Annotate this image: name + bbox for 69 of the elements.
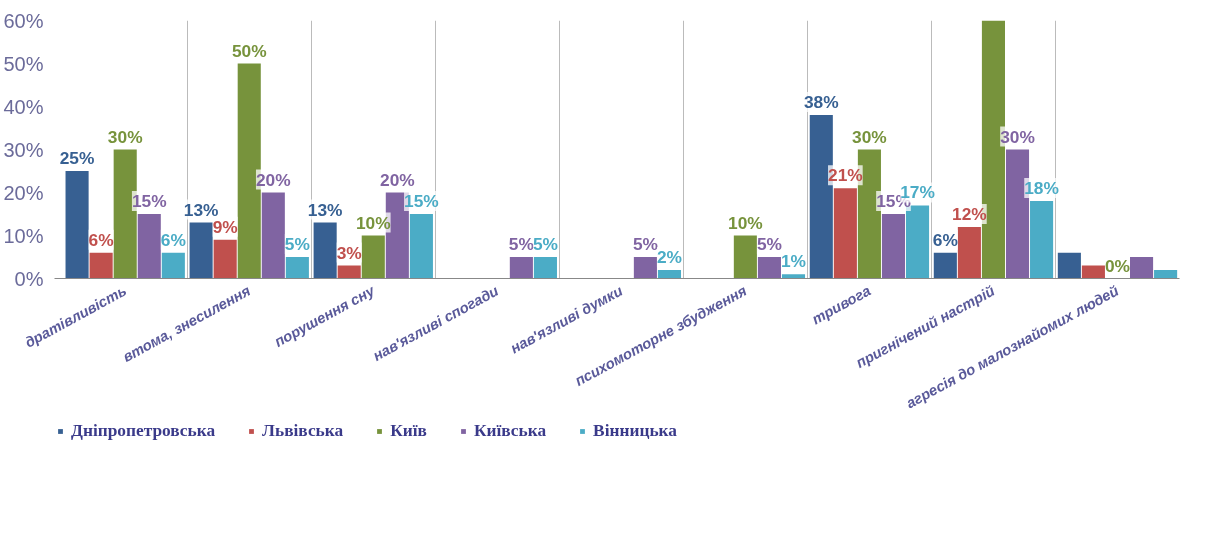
y-tick-label: 40% [3,95,44,118]
data-label: 13% [183,199,219,220]
bar [285,257,309,279]
data-label: 30% [852,126,887,147]
bar [733,235,757,279]
data-label: 1% [780,251,807,272]
bar [1030,201,1054,279]
data-label: 50% [231,40,267,61]
data-label: 3% [336,242,362,263]
data-label: 5% [756,234,782,254]
bar [1081,265,1105,279]
data-label: 20% [379,169,415,190]
bar [757,257,781,279]
bar [189,222,213,279]
data-label: 6% [932,229,958,250]
bar [509,257,533,279]
bar [361,235,385,279]
y-tick-label: 60% [3,9,44,32]
bar [89,252,113,279]
bar [261,192,285,279]
bar [881,214,906,279]
bar [957,226,981,279]
bar [1057,252,1081,279]
bar [161,252,185,279]
legend-label: Київ [390,421,427,441]
bar [657,269,682,279]
data-label: 6% [160,229,186,250]
data-label: 15% [131,191,167,211]
data-label: 21% [828,165,863,186]
bar [213,239,237,279]
bar [137,214,161,279]
bar [337,265,361,279]
data-label: 0% [1104,255,1131,276]
data-label: 10% [355,212,391,233]
bar [313,222,337,279]
bar [833,188,857,279]
data-label: 5% [284,234,310,254]
y-tick-label: 0% [14,267,44,290]
data-label: 9% [212,216,238,237]
data-label: 30% [107,126,143,147]
data-label: 15% [404,191,439,211]
data-label: 18% [1024,178,1059,199]
data-label: 5% [532,234,558,254]
data-label: 6% [88,229,114,250]
bar [533,257,557,279]
data-label: 5% [508,234,534,254]
data-label: 5% [632,234,658,254]
data-label: 12% [952,203,987,224]
legend-label: Київська [473,421,547,441]
bar [409,214,433,279]
data-label: 25% [59,148,95,168]
data-label: 30% [1000,126,1035,147]
bar [781,274,806,279]
bar [1154,269,1178,279]
legend-label: Вінницька [593,421,677,441]
legend-label: Дніпропетровська [71,421,216,441]
bar [1129,257,1154,279]
data-label: 38% [803,92,839,113]
data-label: 13% [307,199,343,220]
y-tick-label: 30% [3,138,44,161]
y-tick-label: 50% [3,52,44,75]
bar [65,171,89,279]
y-tick-label: 10% [3,224,44,247]
bar [933,252,957,279]
y-tick-label: 20% [3,181,44,204]
legend-label: Львівська [262,421,344,441]
data-label: 10% [728,212,763,233]
bar [633,257,657,279]
data-label: 20% [255,169,291,190]
